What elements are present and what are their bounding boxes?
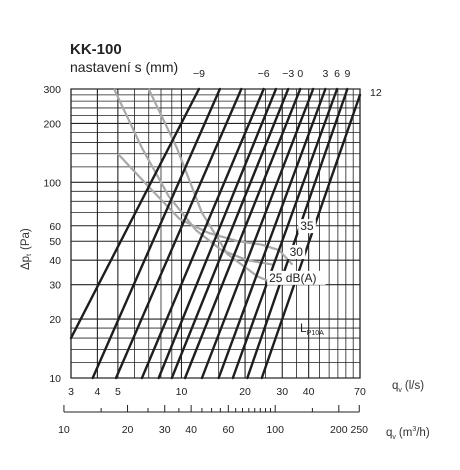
y-axis-label: Δpt (Pa) [20,228,33,270]
x-tick-label-ls: 3 [68,386,74,398]
labels: −9 −6 −3 0 3 6 9 12 35 30 25 dB(A) [193,68,382,285]
sound-label-bg [267,270,326,285]
setting-line [217,87,327,380]
setting-label: −3 [282,68,294,80]
setting-line [69,87,201,340]
sound-label: 25 dB(A) [269,271,316,285]
x-tick-label-m3h: 250 [351,424,369,436]
chart-subtitle: nastavení s (mm) [70,59,178,75]
y-axis-label-sub: t [26,254,33,256]
x-axis-label-m3h-symbol: q [386,427,392,439]
x-tick-label-m3h: 200 [330,424,348,436]
setting-label: 6 [334,68,340,80]
x-axis-label-ls-sub: v [398,387,402,394]
setting-line [91,87,222,380]
lp-label-sub: P10A [307,330,324,337]
setting-line [231,87,339,380]
y-tick-label: 20 [49,314,61,326]
setting-label: 0 [297,68,303,80]
setting-line [183,87,302,380]
x-tick-label-ls: 4 [94,386,100,398]
x-tick-label-m3h: 30 [159,424,171,436]
setting-label: 3 [322,68,328,80]
x-axis-label-ls-symbol: q [392,380,398,392]
x-tick-label-ls: 20 [239,386,251,398]
y-tick-label: 300 [43,84,61,96]
sound-curve [117,153,294,266]
sound-label-bg [287,245,306,260]
x-tick-label-ls: 5 [115,386,121,398]
setting-line [200,87,315,380]
y-tick-label: 100 [43,177,61,189]
chart-title: KK-100 [70,41,122,58]
sound-label: 30 [290,245,304,259]
x-tick-label-m3h: 20 [122,424,134,436]
y-tick-label: 60 [49,221,61,233]
x-axis-label-m3h: qv (m3/h) [386,426,430,441]
sound-curve [147,88,279,286]
y-tick-label: 50 [49,236,61,248]
x-tick-label-ls: 40 [303,386,315,398]
sound-label-bg [298,219,316,234]
setting-line [114,87,243,380]
setting-line [246,87,349,380]
x-tick-label-m3h: 40 [185,424,197,436]
setting-line [260,93,362,380]
setting-label: −6 [258,68,270,80]
x-tick-label-ls: 10 [176,386,188,398]
setting-label: −9 [193,68,205,80]
setting-label: 12 [370,87,382,99]
setting-line [157,87,278,380]
x-axis-label-m3h-sub: v [392,434,396,441]
y-tick-label: 40 [49,255,61,267]
y-axis-label-unit: (Pa) [20,228,32,250]
setting-line [140,87,265,380]
x-tick-label-ls: 70 [354,386,366,398]
setting-line [170,87,290,380]
lp-label: LP10A [300,321,324,337]
x-tick-label-m3h: 10 [58,424,70,436]
x-tick-label-m3h: 100 [266,424,284,436]
plot-frame [70,88,361,379]
x-axis-label-ls: qv (l/s) [392,380,424,394]
x-axis-label-m3h-unit-post: /h) [416,427,430,439]
x-tick-label-ls: 30 [276,386,288,398]
y-tick-label: 10 [49,373,61,385]
setting-lines [69,87,362,380]
x-axis-label-m3h-unit-sup: 3 [412,426,416,433]
x-axis-label-m3h-unit-pre: (m [399,427,412,439]
y-axis-label-symbol: Δp [20,256,32,270]
y-tick-label: 200 [43,118,61,130]
setting-label: 9 [344,68,350,80]
x-tick-label-m3h: 60 [222,424,234,436]
x-axis-label-ls-unit: (l/s) [405,380,424,392]
sound-label: 35 [300,219,314,233]
y-tick-label: 30 [49,280,61,292]
lp-label-main: L [300,321,307,335]
